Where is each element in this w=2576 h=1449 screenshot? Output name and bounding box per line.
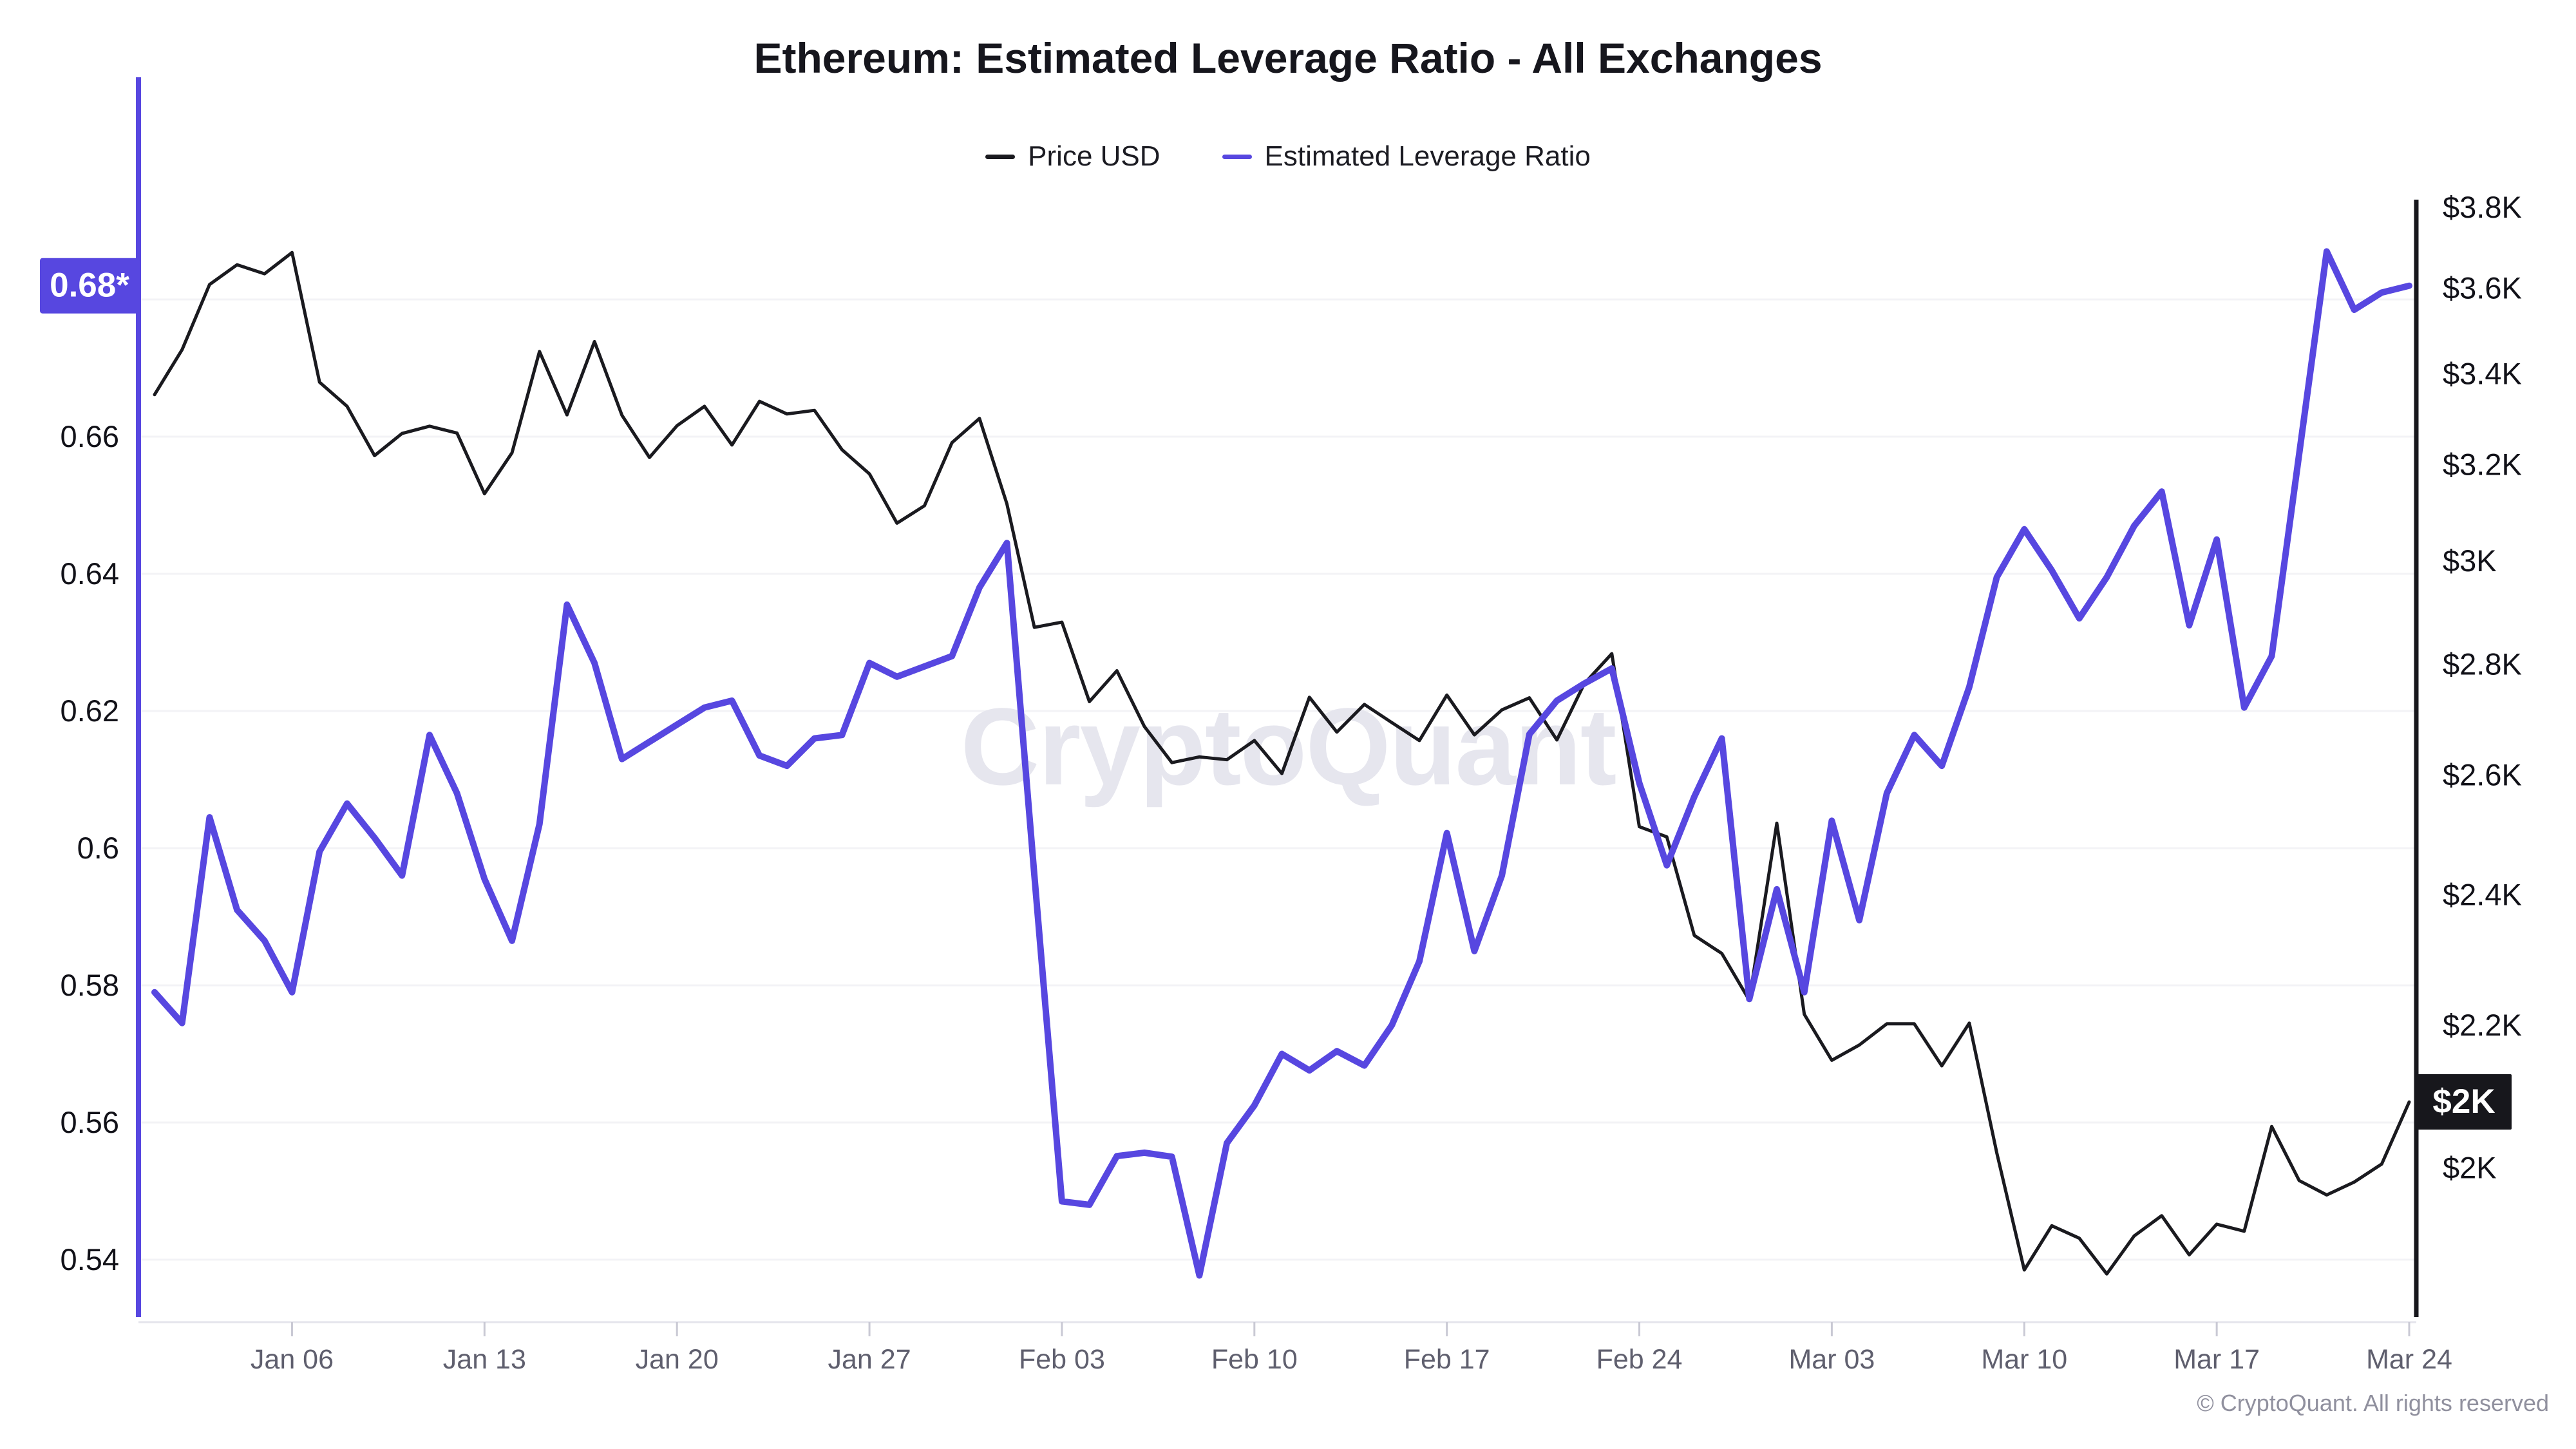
price-current-badge-label: $2K [2432,1083,2495,1121]
legend-label-price: Price USD [1028,140,1160,172]
left-tick-label: 0.64 [61,556,119,591]
x-tick-label: Feb 10 [1211,1344,1298,1375]
price-current-badge [2416,1074,2512,1130]
copyright-footer: © CryptoQuant. All rights reserved [2197,1390,2549,1416]
x-tick-label: Jan 20 [636,1344,719,1375]
leverage-line-swatch-icon [1222,154,1252,159]
x-tick-label: Mar 24 [2366,1344,2452,1375]
x-tick-label: Feb 24 [1596,1344,1683,1375]
x-tick-label: Jan 27 [828,1344,911,1375]
left-tick-label: 0.58 [61,968,119,1002]
x-tick-label: Jan 13 [443,1344,526,1375]
left-tick-label: 0.56 [61,1105,119,1139]
left-tick-label: 0.66 [61,419,119,453]
right-tick-label: $2.4K [2443,878,2522,912]
price-line [153,251,2411,1276]
left-tick-label: 0.6 [77,831,119,865]
left-tick-label: 0.54 [61,1242,119,1276]
right-tick-label: $2.8K [2443,647,2522,681]
right-tick-label: $2K [2443,1150,2497,1184]
x-tick-label: Feb 17 [1404,1344,1490,1375]
leverage-line [151,248,2412,1279]
right-tick-label: $3K [2443,544,2497,578]
right-tick-label: $3.6K [2443,271,2522,305]
legend-label-leverage: Estimated Leverage Ratio [1264,140,1591,172]
price-line-swatch-icon [985,154,1016,159]
x-tick-label: Mar 10 [1981,1344,2067,1375]
x-tick-label: Feb 03 [1019,1344,1105,1375]
legend-item-price: Price USD [985,140,1160,173]
right-tick-label: $3.2K [2443,447,2522,481]
right-tick-label: $3.4K [2443,356,2522,390]
ratio-current-badge [40,258,140,314]
ratio-current-badge-label: 0.68* [50,267,129,305]
legend-item-leverage: Estimated Leverage Ratio [1222,140,1591,173]
legend: Price USD Estimated Leverage Ratio [0,140,2576,173]
right-tick-label: $2.2K [2443,1008,2522,1042]
right-tick-label: $2.6K [2443,758,2522,792]
left-tick-label: 0.62 [61,694,119,728]
right-tick-label: $3.8K [2443,190,2522,224]
x-tick-label: Mar 03 [1788,1344,1875,1375]
x-tick-label: Mar 17 [2174,1344,2260,1375]
chart-title: Ethereum: Estimated Leverage Ratio - All… [753,34,1823,82]
x-tick-label: Jan 06 [251,1344,334,1375]
